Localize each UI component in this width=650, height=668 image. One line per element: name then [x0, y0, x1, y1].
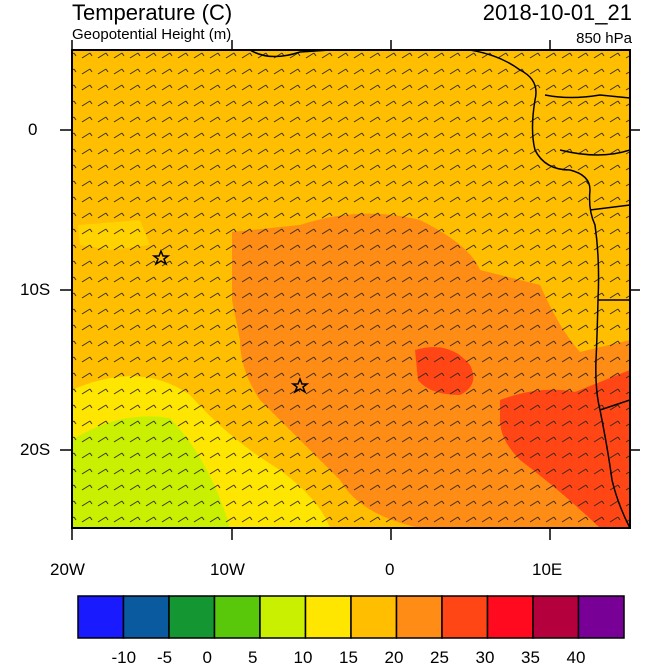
colorbar-swatch [532, 595, 580, 639]
colorbar-label: -5 [157, 648, 173, 667]
colorbar [77, 595, 625, 639]
colorbar-label: 15 [339, 648, 358, 667]
tick-marks [60, 40, 640, 540]
colorbar-swatch [122, 595, 170, 639]
colorbar-label: 5 [248, 648, 258, 667]
colorbar-swatch [577, 595, 625, 639]
y-label-20s: 20S [20, 440, 51, 459]
colorbar-label: 40 [566, 648, 586, 667]
wind-barbs [72, 50, 630, 528]
x-label-10w: 10W [210, 560, 245, 579]
colorbar-label: 10 [293, 648, 313, 667]
colorbar-swatch [350, 595, 398, 639]
colorbar-swatch [395, 595, 443, 639]
colorbar-swatch [441, 595, 489, 639]
y-label-0: 0 [28, 120, 38, 139]
colorbar-label: -10 [111, 648, 137, 667]
map-frame [71, 49, 631, 529]
colorbar-label: 25 [430, 648, 449, 667]
colorbar-swatch [168, 595, 216, 639]
temperature-field [72, 50, 630, 528]
colorbar-label: 35 [521, 648, 540, 667]
colorbar-swatch [259, 595, 307, 639]
valid-time: 2018-10-01_21 [482, 0, 632, 25]
star-marker-south [290, 376, 310, 394]
colorbar-label: 30 [475, 648, 495, 667]
x-label-0: 0 [385, 560, 395, 579]
pressure-level: 850 hPa [576, 30, 632, 47]
x-label-10e: 10E [532, 560, 563, 579]
y-label-10s: 10S [20, 280, 51, 299]
colorbar-swatch [486, 595, 534, 639]
colorbar-swatch [213, 595, 261, 639]
chart-subtitle: Geopotential Height (m) [72, 26, 232, 43]
x-label-20w: 20W [50, 560, 85, 579]
colorbar-label: 0 [202, 648, 212, 667]
chart-title: Temperature (C) [72, 0, 233, 25]
coastline [249, 50, 630, 528]
star-marker-north [151, 248, 171, 266]
colorbar-label: 20 [384, 648, 404, 667]
colorbar-swatch [304, 595, 352, 639]
colorbar-swatch [77, 595, 125, 639]
